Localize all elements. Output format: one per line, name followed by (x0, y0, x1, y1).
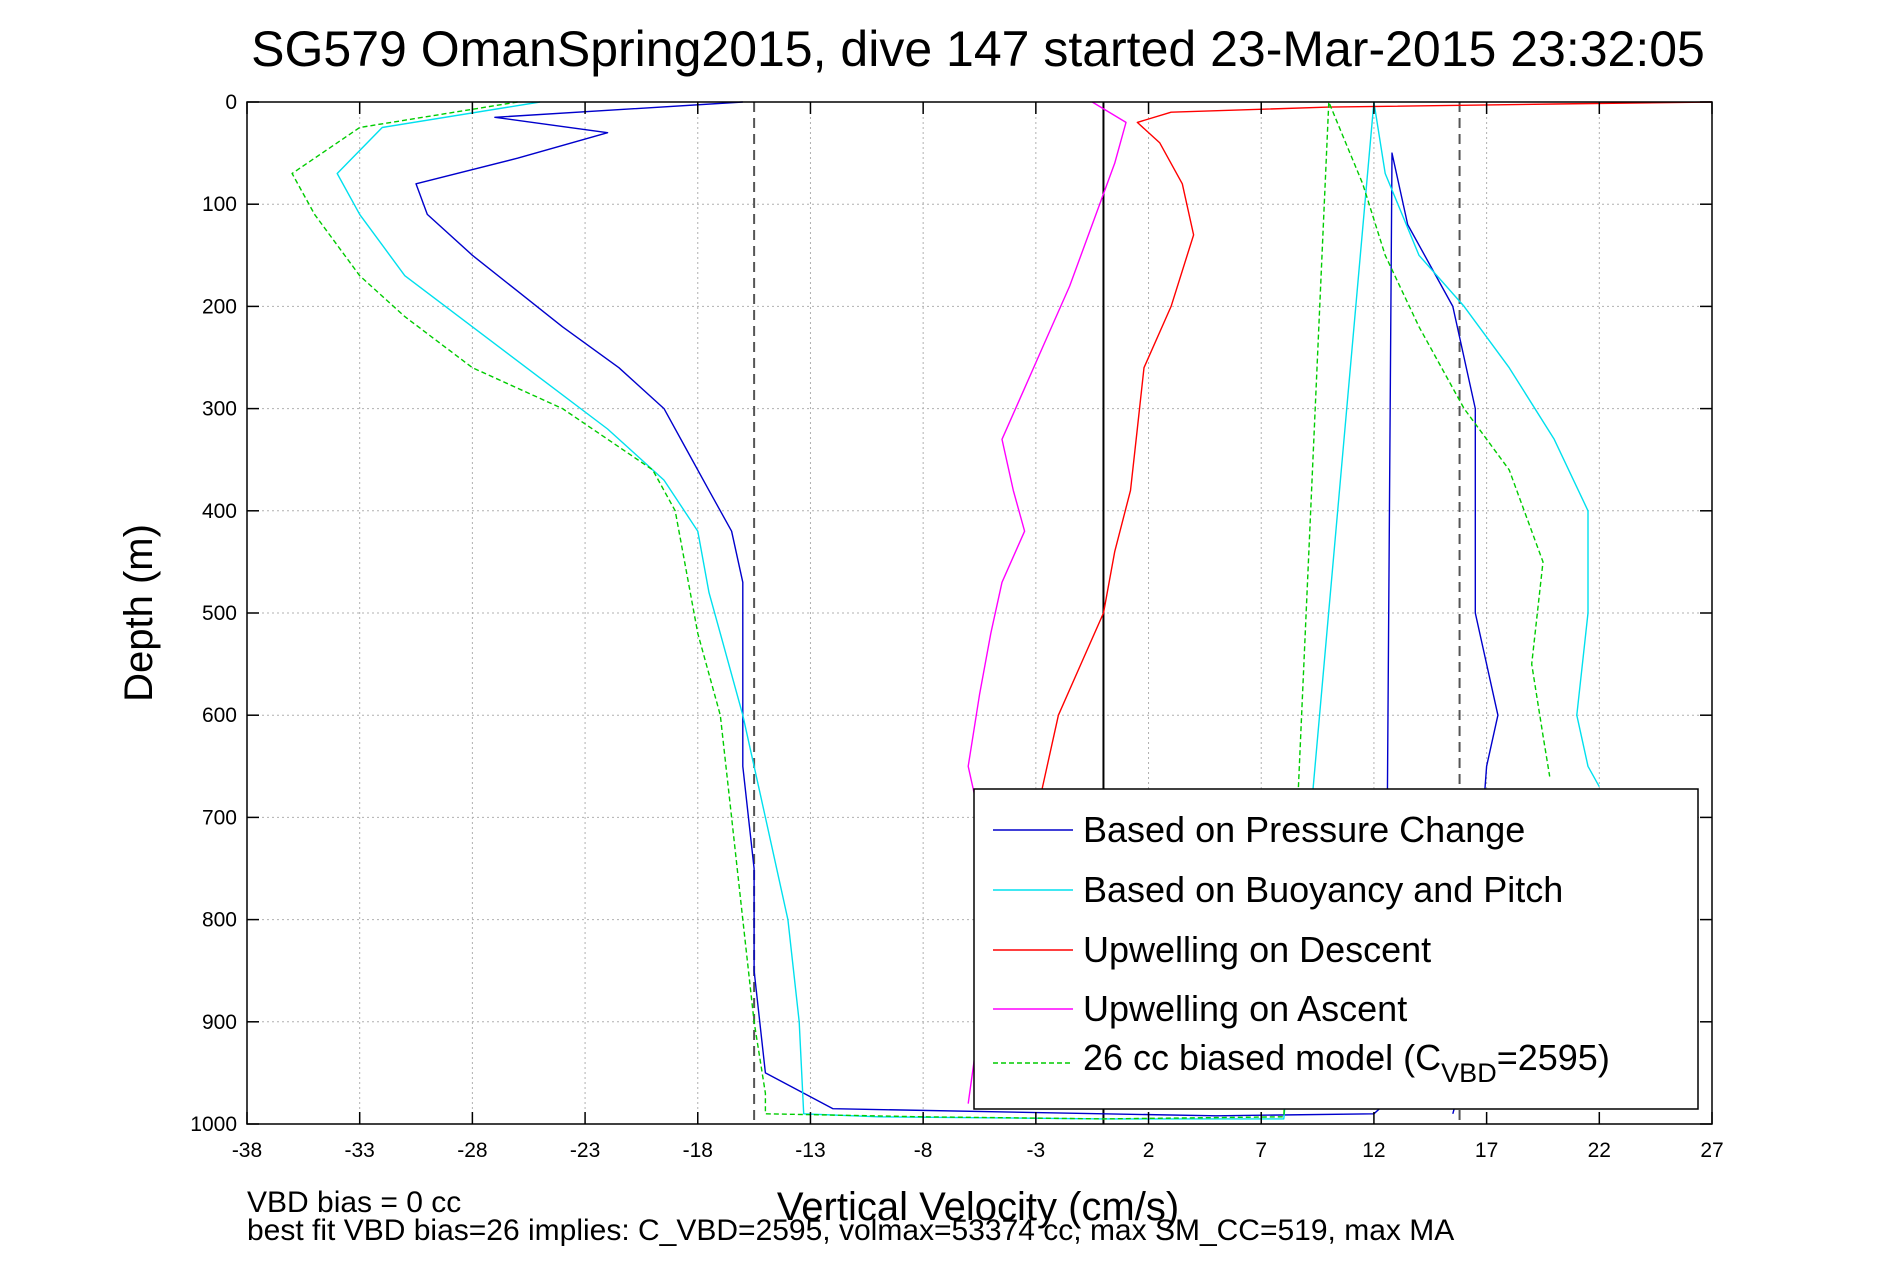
x-tick-label: 12 (1362, 1139, 1385, 1162)
x-tick-label: 27 (1700, 1139, 1723, 1162)
y-tick-label: 0 (225, 91, 237, 114)
y-tick-label: 800 (202, 909, 237, 932)
x-tick-label: 17 (1475, 1139, 1498, 1162)
x-axis-ticks: -38 -33 -28 -23 -18 -13 -8 -3 2 7 12 17 22 27 (232, 102, 1724, 1162)
legend-entry-pressure-change: Based on Pressure Change (1083, 809, 1525, 850)
legend-biased-prefix: 26 cc biased model (C (1083, 1037, 1441, 1078)
legend-entry-upwelling-descent: Upwelling on Descent (1083, 929, 1431, 970)
y-axis-ticks: 0 100 200 300 400 500 600 700 800 900 1000 (190, 91, 1712, 1136)
y-tick-label: 600 (202, 704, 237, 727)
x-tick-label: -23 (570, 1139, 600, 1162)
x-tick-label: 22 (1588, 1139, 1611, 1162)
chart-title: SG579 OmanSpring2015, dive 147 started 2… (251, 21, 1705, 77)
x-tick-label: -13 (795, 1139, 825, 1162)
footer-vbd-bias: VBD bias = 0 cc (247, 1186, 461, 1219)
series-26-cc-biased-model-c-vbd-2595 (291, 101, 1551, 1120)
series-upwelling-on-descent (1035, 101, 1713, 1104)
series-based-on-pressure-change (415, 101, 1499, 1117)
legend-swatches (993, 829, 1073, 1064)
y-tick-label: 1000 (190, 1113, 237, 1136)
y-axis-label: Depth (m) (117, 524, 161, 702)
x-tick-label: -3 (1027, 1139, 1046, 1162)
x-tick-label: -8 (914, 1139, 933, 1162)
footer-best-fit: best fit VBD bias=26 implies: C_VBD=2595… (247, 1214, 1454, 1247)
y-tick-label: 100 (202, 193, 237, 216)
x-tick-label: -18 (683, 1139, 713, 1162)
legend-entry-buoyancy-pitch: Based on Buoyancy and Pitch (1083, 869, 1563, 910)
y-tick-label: 500 (202, 602, 237, 625)
legend: Based on Pressure Change Based on Buoyan… (973, 788, 1699, 1110)
y-tick-label: 700 (202, 806, 237, 829)
y-tick-label: 900 (202, 1011, 237, 1034)
y-tick-label: 300 (202, 398, 237, 421)
x-tick-label: -38 (232, 1139, 262, 1162)
legend-entry-biased-model: 26 cc biased model (CVBD=2595) (1083, 1037, 1610, 1088)
x-tick-label: -28 (457, 1139, 487, 1162)
legend-box (973, 788, 1699, 1110)
legend-biased-subscript: VBD (1441, 1058, 1497, 1088)
legend-entry-upwelling-ascent: Upwelling on Ascent (1083, 988, 1407, 1029)
x-tick-label: -33 (345, 1139, 375, 1162)
x-tick-label: 7 (1255, 1139, 1267, 1162)
x-axis-label: Vertical Velocity (cm/s) (777, 1185, 1179, 1229)
x-tick-label: 2 (1143, 1139, 1155, 1162)
y-tick-label: 400 (202, 500, 237, 523)
legend-biased-suffix: =2595) (1497, 1037, 1610, 1078)
y-tick-label: 200 (202, 295, 237, 318)
series-based-on-buoyancy-and-pitch (336, 101, 1600, 1120)
